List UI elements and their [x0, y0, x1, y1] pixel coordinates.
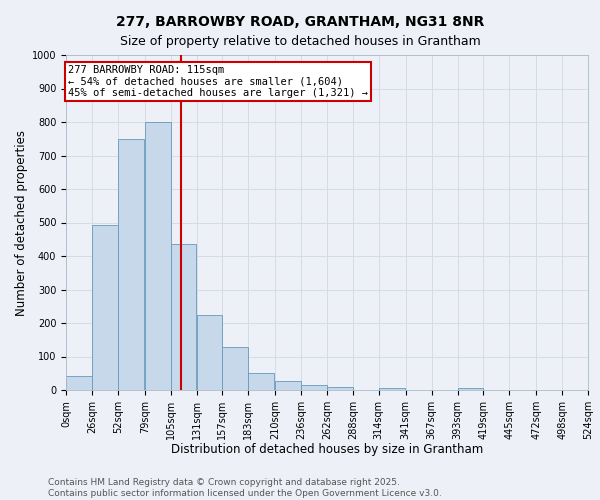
- Bar: [379, 388, 405, 390]
- Bar: [301, 386, 327, 390]
- Text: 277 BARROWBY ROAD: 115sqm
← 54% of detached houses are smaller (1,604)
45% of se: 277 BARROWBY ROAD: 115sqm ← 54% of detac…: [68, 65, 368, 98]
- Bar: [92, 225, 118, 390]
- Bar: [145, 122, 170, 390]
- Text: Contains HM Land Registry data © Crown copyright and database right 2025.
Contai: Contains HM Land Registry data © Crown c…: [48, 478, 442, 498]
- X-axis label: Distribution of detached houses by size in Grantham: Distribution of detached houses by size …: [171, 444, 483, 456]
- Bar: [248, 373, 274, 390]
- Bar: [275, 381, 301, 390]
- Text: 277, BARROWBY ROAD, GRANTHAM, NG31 8NR: 277, BARROWBY ROAD, GRANTHAM, NG31 8NR: [116, 15, 484, 29]
- Bar: [223, 347, 248, 390]
- Text: Size of property relative to detached houses in Grantham: Size of property relative to detached ho…: [119, 35, 481, 48]
- Bar: [197, 314, 223, 390]
- Bar: [170, 244, 196, 390]
- Y-axis label: Number of detached properties: Number of detached properties: [14, 130, 28, 316]
- Bar: [458, 388, 484, 390]
- Bar: [66, 376, 92, 390]
- Bar: [118, 138, 144, 390]
- Bar: [327, 387, 353, 390]
